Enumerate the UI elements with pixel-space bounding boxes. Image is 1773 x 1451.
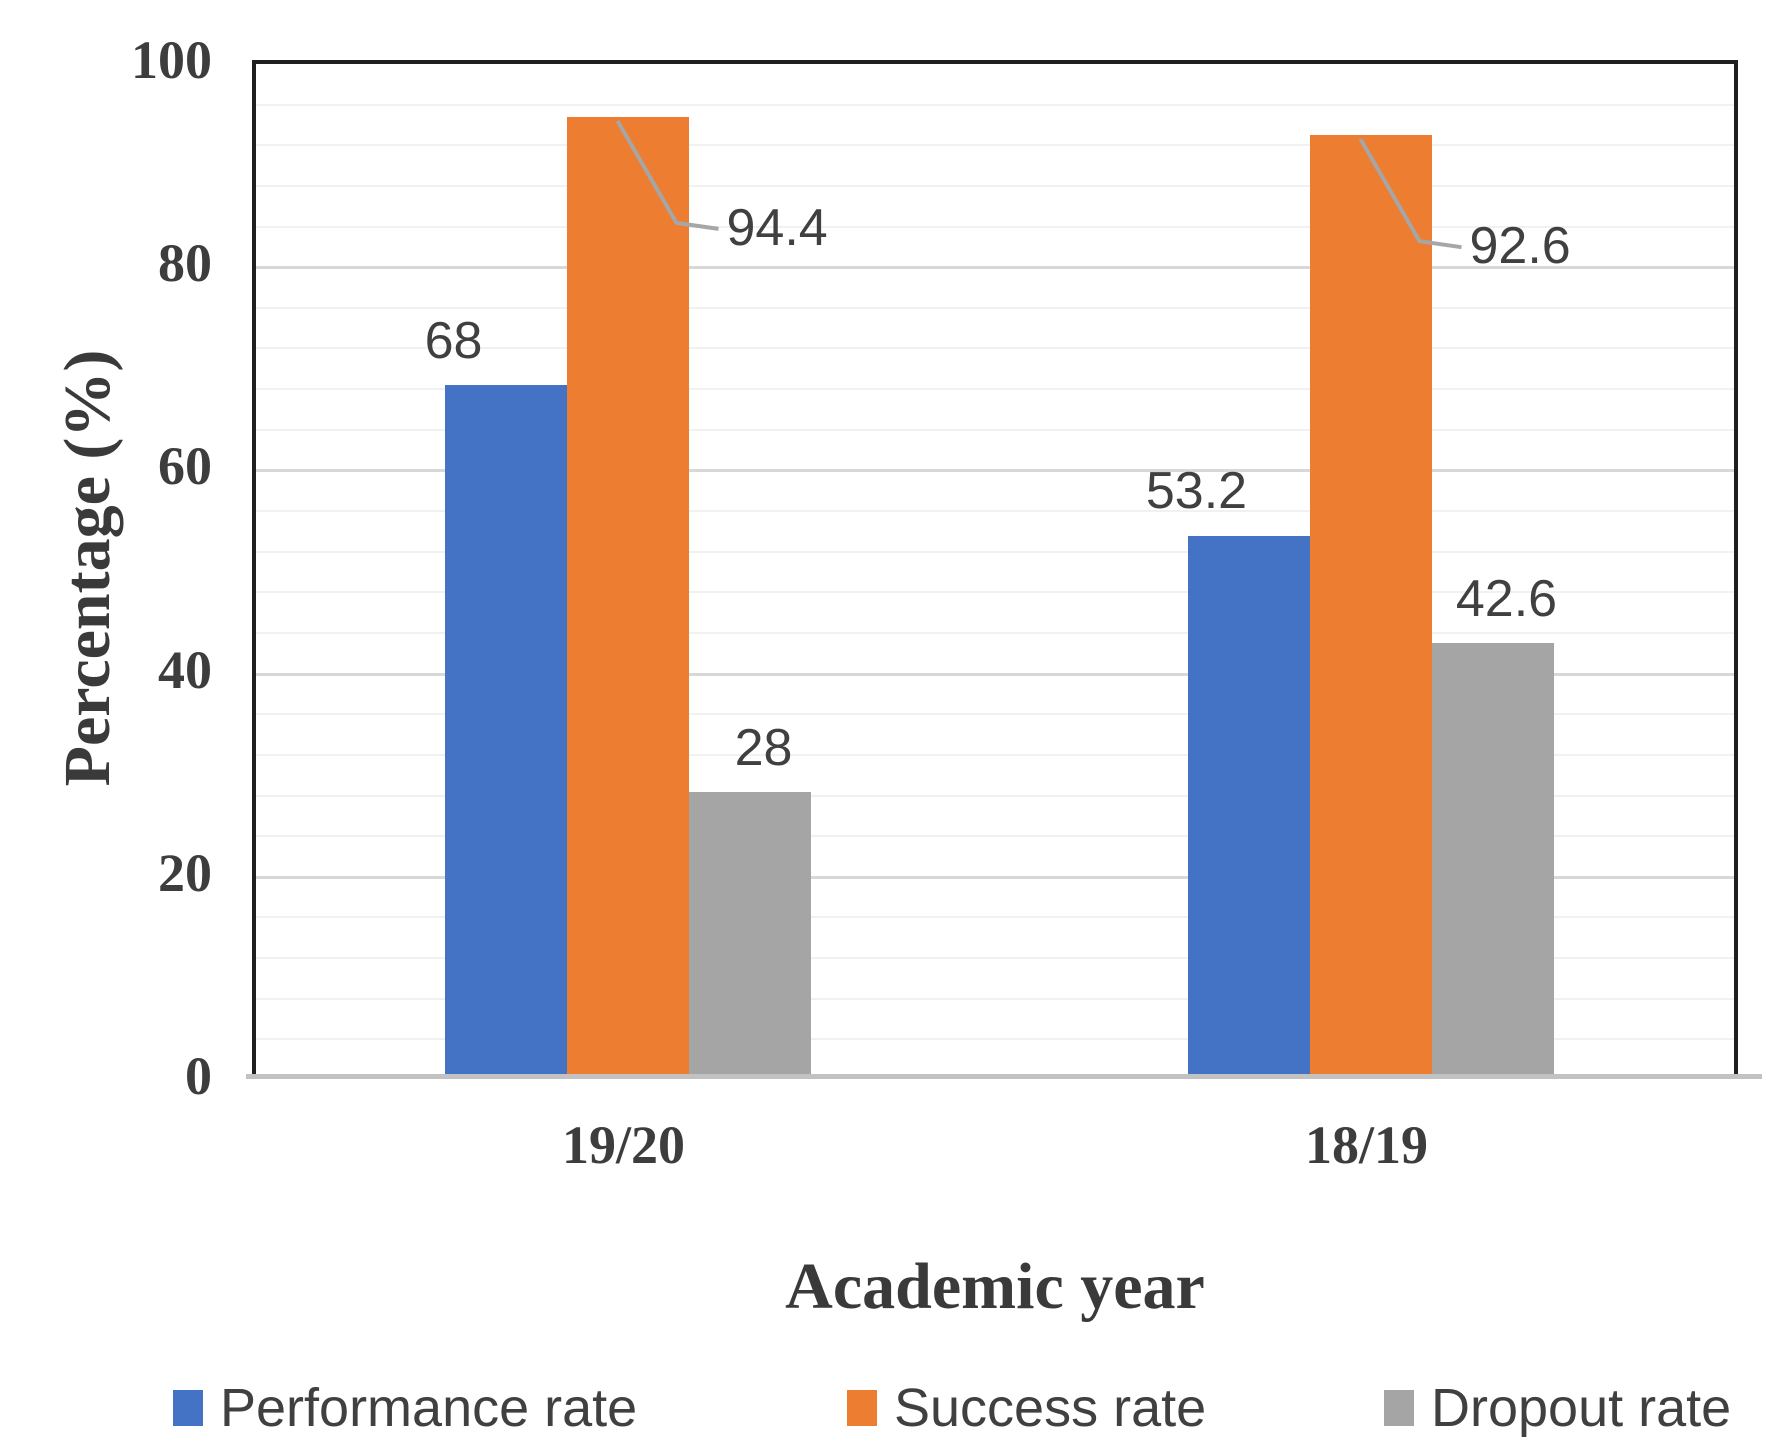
minor-gridline-48 — [256, 591, 1734, 594]
y-tick-label-40: 40 — [158, 639, 212, 700]
minor-gridline-64 — [256, 428, 1734, 431]
minor-gridline-88 — [256, 184, 1734, 187]
minor-gridline-32 — [256, 753, 1734, 756]
minor-gridline-76 — [256, 306, 1734, 309]
minor-gridline-92 — [256, 144, 1734, 147]
bar-performance-rate-18-19 — [1187, 535, 1310, 1076]
x-tick-label-18-19: 18/19 — [1304, 1115, 1428, 1175]
bar-dropout-rate-18-19 — [1431, 643, 1554, 1076]
minor-gridline-4 — [256, 1038, 1734, 1041]
minor-gridline-36 — [256, 713, 1734, 716]
legend-marker-success-rate — [847, 1390, 877, 1426]
y-tick-label-20: 20 — [158, 842, 212, 903]
plot-area — [252, 60, 1738, 1076]
data-label-dropout-rate-19-20: 28 — [734, 718, 793, 777]
minor-gridline-96 — [256, 103, 1734, 106]
major-gridline-40 — [256, 672, 1734, 676]
x-tick-label-19-20: 19/20 — [561, 1115, 685, 1175]
minor-gridline-16 — [256, 916, 1734, 919]
y-tick-label-0: 0 — [185, 1046, 212, 1106]
y-tick-label-60: 60 — [158, 436, 212, 497]
minor-gridline-8 — [256, 997, 1734, 1000]
legend-marker-dropout-rate — [1384, 1390, 1414, 1426]
minor-gridline-12 — [256, 957, 1734, 960]
bar-success-rate-18-19 — [1309, 135, 1432, 1076]
major-gridline-20 — [256, 875, 1734, 879]
legend-marker-performance-rate — [173, 1390, 203, 1426]
minor-gridline-52 — [256, 550, 1734, 553]
y-tick-label-80: 80 — [158, 233, 212, 294]
y-tick-label-100: 100 — [131, 30, 212, 90]
legend-item-success-rate: Success rate — [847, 1376, 1206, 1440]
data-label-success-rate-18-19: 92.6 — [1469, 217, 1571, 276]
data-label-success-rate-19-20: 94.4 — [726, 198, 828, 257]
major-gridline-80 — [256, 266, 1734, 270]
legend-item-performance-rate: Performance rate — [173, 1376, 637, 1440]
bar-performance-rate-19-20 — [444, 385, 567, 1076]
legend-label-success-rate: Success rate — [894, 1378, 1207, 1438]
minor-gridline-44 — [256, 631, 1734, 634]
x-axis-title: Academic year — [785, 1250, 1205, 1323]
data-label-performance-rate-19-20: 68 — [424, 312, 483, 371]
legend-item-dropout-rate: Dropout rate — [1384, 1376, 1731, 1440]
data-label-performance-rate-18-19: 53.2 — [1145, 462, 1248, 521]
minor-gridline-84 — [256, 225, 1734, 228]
minor-gridline-68 — [256, 388, 1734, 391]
data-label-dropout-rate-18-19: 42.6 — [1455, 570, 1558, 629]
minor-gridline-72 — [256, 347, 1734, 350]
minor-gridline-28 — [256, 794, 1734, 797]
x-axis-line — [246, 1074, 1762, 1079]
major-gridline-60 — [256, 469, 1734, 473]
minor-gridline-24 — [256, 835, 1734, 838]
legend-label-performance-rate: Performance rate — [220, 1378, 638, 1438]
legend-label-dropout-rate: Dropout rate — [1431, 1378, 1732, 1438]
y-axis-title: Percentage (%) — [51, 349, 124, 787]
minor-gridline-56 — [256, 510, 1734, 513]
bar-dropout-rate-19-20 — [688, 791, 811, 1076]
bar-success-rate-19-20 — [566, 116, 689, 1076]
